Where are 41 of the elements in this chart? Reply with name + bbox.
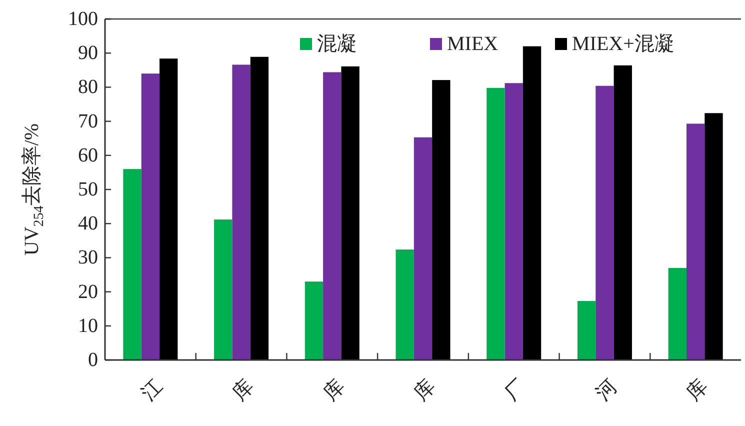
bar bbox=[577, 301, 596, 360]
x-tick-label: 厂 bbox=[501, 375, 531, 405]
bar bbox=[504, 83, 523, 360]
bar bbox=[686, 124, 705, 360]
bar bbox=[432, 80, 450, 360]
x-tick-label: 库 bbox=[682, 375, 712, 405]
y-tick-label: 90 bbox=[78, 42, 98, 64]
x-tick-label: 河 bbox=[592, 375, 622, 405]
legend-label: 混凝 bbox=[317, 33, 357, 55]
x-tick-label: 江 bbox=[138, 375, 168, 405]
y-tick-label: 70 bbox=[78, 110, 98, 132]
y-tick-label: 10 bbox=[78, 314, 98, 337]
y-tick-label: 50 bbox=[78, 178, 98, 200]
y-tick-label: 0 bbox=[88, 349, 98, 371]
x-tick-label: 库 bbox=[319, 375, 349, 405]
y-tick-label: 100 bbox=[68, 8, 98, 30]
y-tick-label: 20 bbox=[78, 280, 98, 303]
legend-label: MIEX bbox=[447, 33, 499, 55]
bar bbox=[522, 46, 542, 360]
bar bbox=[141, 74, 160, 360]
x-tick-label: 库 bbox=[410, 375, 440, 405]
bar bbox=[304, 282, 324, 360]
bar bbox=[250, 56, 269, 360]
bar bbox=[323, 72, 342, 360]
bar bbox=[668, 268, 686, 360]
bar bbox=[614, 65, 632, 360]
y-tick-label: 80 bbox=[78, 76, 98, 98]
y-tick-label: 40 bbox=[78, 212, 98, 235]
x-tick-label: 库 bbox=[228, 375, 258, 405]
bar bbox=[214, 220, 232, 360]
bar bbox=[396, 250, 414, 360]
bar bbox=[704, 113, 723, 360]
y-tick-label: 60 bbox=[78, 144, 98, 166]
bar bbox=[232, 64, 250, 360]
bar bbox=[596, 86, 614, 360]
bar bbox=[160, 58, 178, 360]
y-tick-label: 30 bbox=[78, 246, 98, 269]
bar bbox=[123, 169, 142, 360]
bar bbox=[486, 88, 505, 360]
bar bbox=[414, 137, 432, 360]
bar bbox=[341, 66, 360, 360]
